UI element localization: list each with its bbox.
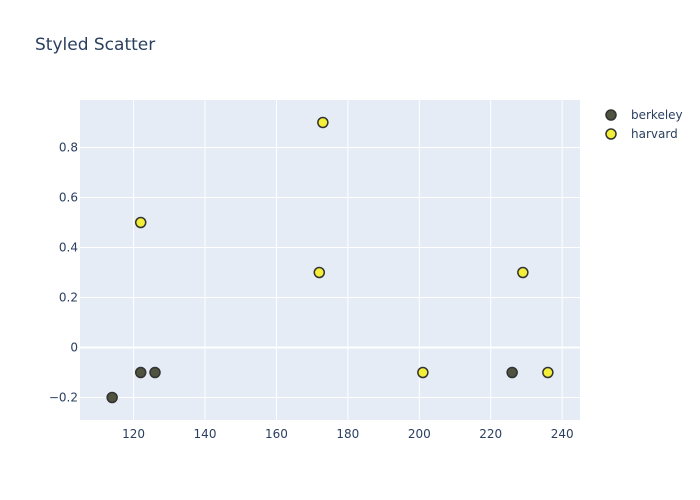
legend: berkeley harvard xyxy=(605,108,683,141)
legend-label: harvard xyxy=(631,127,678,141)
plot-area xyxy=(80,100,580,420)
series-berkeley xyxy=(106,366,518,404)
x-tick-label: 220 xyxy=(479,427,502,441)
grid-lines xyxy=(80,100,580,420)
data-point-harvard[interactable] xyxy=(542,366,554,379)
data-point-harvard[interactable] xyxy=(517,266,529,279)
legend-marker-icon xyxy=(605,128,617,140)
y-tick-label: 0.6 xyxy=(59,191,78,205)
chart-title: Styled Scatter xyxy=(35,35,155,55)
data-point-berkeley[interactable] xyxy=(134,366,147,379)
data-point-berkeley[interactable] xyxy=(106,391,118,404)
y-tick-label: −0.2 xyxy=(49,391,78,405)
legend-item-berkeley[interactable]: berkeley xyxy=(605,108,683,122)
legend-item-harvard[interactable]: harvard xyxy=(605,127,678,141)
series-harvard xyxy=(134,116,554,379)
y-tick-label: 0.2 xyxy=(59,291,78,305)
data-point-harvard[interactable] xyxy=(417,366,429,379)
x-axis-ticks: 120 140 160 180 200 220 240 xyxy=(122,427,573,441)
x-tick-label: 200 xyxy=(408,427,431,441)
data-point-harvard[interactable] xyxy=(313,266,326,279)
x-tick-label: 140 xyxy=(194,427,217,441)
x-tick-label: 180 xyxy=(336,427,359,441)
data-point-berkeley[interactable] xyxy=(506,366,518,379)
legend-marker-icon xyxy=(605,109,617,121)
x-tick-label: 120 xyxy=(122,427,145,441)
y-tick-label: 0.4 xyxy=(59,241,78,255)
x-tick-label: 160 xyxy=(265,427,288,441)
legend-label: berkeley xyxy=(631,108,683,122)
data-points xyxy=(106,116,554,404)
data-point-berkeley[interactable] xyxy=(149,366,161,379)
data-point-harvard[interactable] xyxy=(134,216,147,229)
y-tick-label: 0.8 xyxy=(59,141,78,155)
y-axis-ticks: −0.2 0 0.2 0.4 0.6 0.8 xyxy=(49,141,78,405)
x-tick-label: 240 xyxy=(551,427,574,441)
y-tick-label: 0 xyxy=(70,341,78,355)
data-point-harvard[interactable] xyxy=(317,116,329,129)
